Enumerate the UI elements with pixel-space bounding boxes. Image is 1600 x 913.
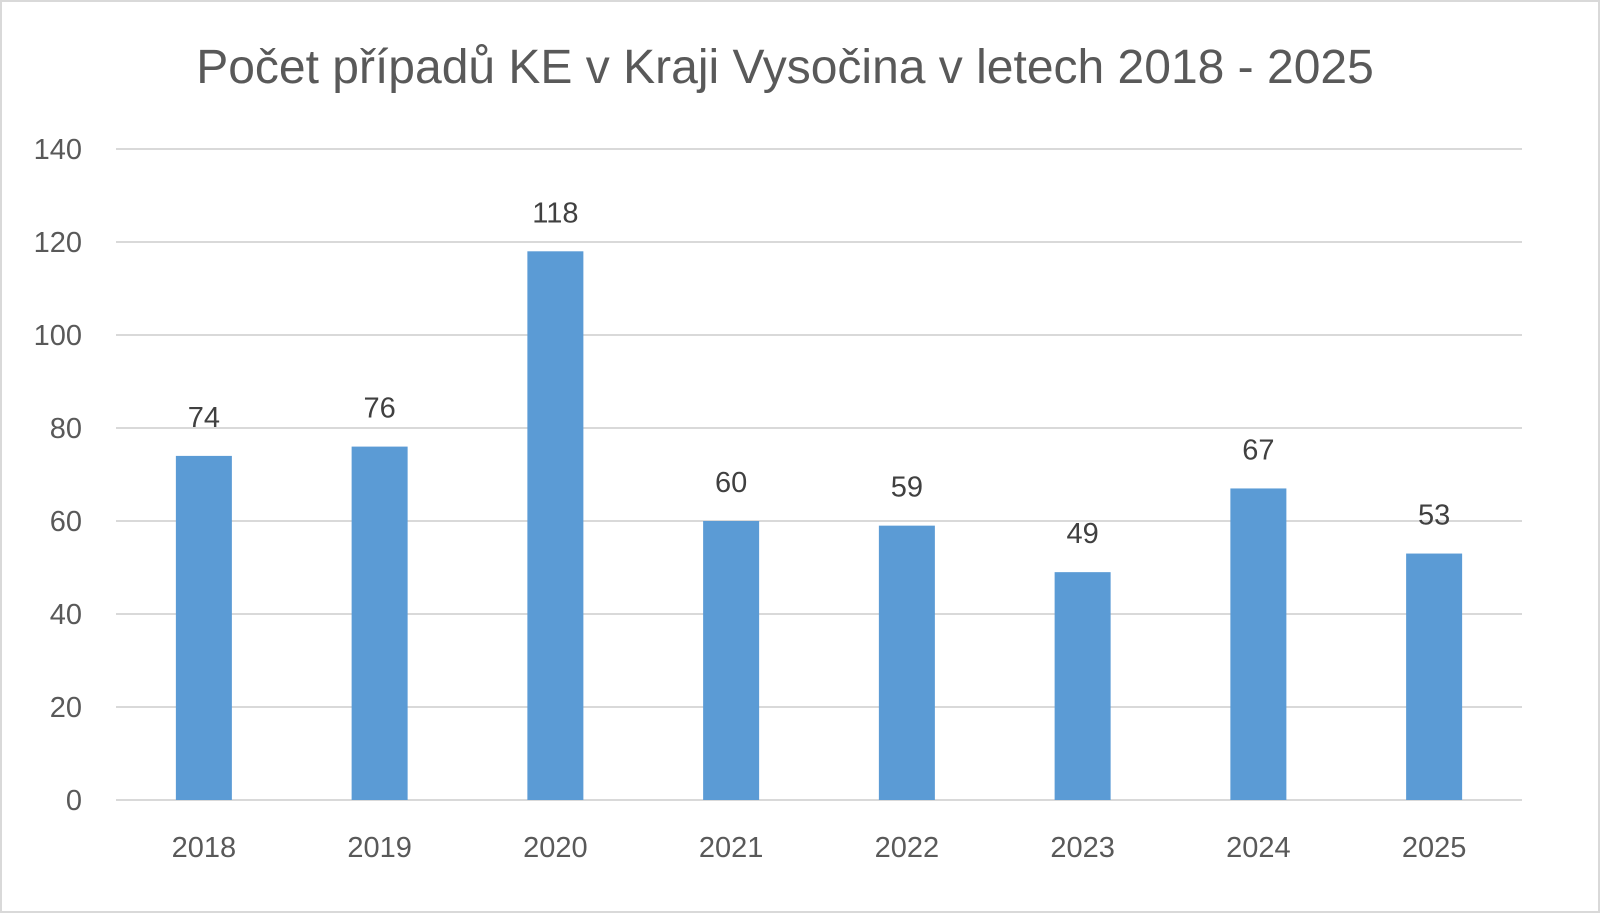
x-tick-label: 2019 [347,832,412,864]
y-tick-label: 0 [66,785,82,817]
bar [351,446,408,800]
data-label: 74 [188,402,220,434]
bar [1230,488,1287,800]
bar [878,525,935,800]
y-tick-label: 20 [50,692,82,724]
y-tick-label: 80 [50,413,82,445]
data-label: 53 [1418,500,1450,532]
data-label: 118 [532,197,578,229]
y-tick-label: 100 [34,320,82,352]
x-tick-label: 2022 [875,832,940,864]
data-label: 49 [1066,518,1098,550]
bar [175,455,232,800]
bar [1406,553,1463,800]
data-label: 59 [891,472,923,504]
x-tick-label: 2023 [1050,832,1115,864]
x-tick-label: 2020 [523,832,588,864]
y-tick-label: 140 [34,134,82,166]
chart-title: Počet případů KE v Kraji Vysočina v lete… [196,41,1374,94]
data-label: 76 [363,393,395,425]
bar [527,251,584,801]
y-tick-label: 40 [50,599,82,631]
y-tick-label: 120 [34,227,82,259]
x-tick-label: 2018 [172,832,237,864]
x-tick-label: 2021 [699,832,764,864]
data-label: 67 [1242,434,1274,466]
x-tick-label: 2025 [1402,832,1467,864]
data-label: 60 [715,467,747,499]
bar [1054,572,1111,800]
x-tick-label: 2024 [1226,832,1291,864]
bar [703,521,760,800]
y-tick-label: 60 [50,506,82,538]
